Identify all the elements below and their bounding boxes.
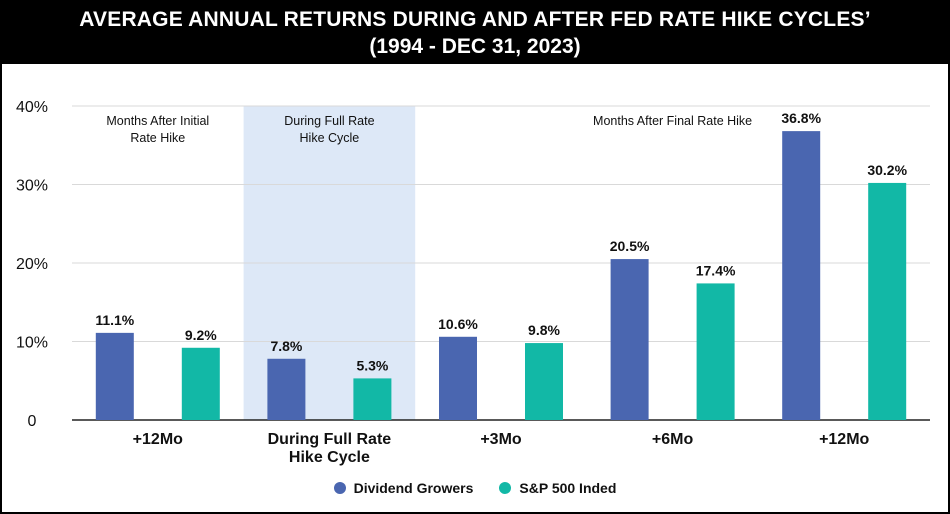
value-label-sp500-4: 30.2%	[867, 162, 907, 178]
value-label-dividend-growers-4: 36.8%	[781, 110, 821, 126]
y-tick-label-1: 10%	[16, 335, 48, 352]
y-tick-label-4: 40%	[16, 99, 48, 116]
category-label-4: +12Mo	[819, 431, 869, 448]
legend-label-dividend-growers: Dividend Growers	[353, 480, 474, 496]
legend-swatch-dividend-growers	[333, 482, 346, 494]
annotation-1-line1: During Full Rate	[284, 114, 374, 128]
annotation-2-line1: Months After Final Rate Hike	[593, 114, 752, 128]
value-label-sp500-0: 9.2%	[185, 327, 217, 343]
value-label-sp500-1: 5.3%	[356, 357, 388, 373]
category-label-1: During Full Rate	[268, 431, 392, 448]
bar-sp500-3	[696, 283, 735, 420]
legend-label-sp500: S&P 500 Inded	[519, 480, 617, 496]
chart-title: AVERAGE ANNUAL RETURNS DURING AND AFTER …	[79, 8, 871, 31]
value-label-dividend-growers-0: 11.1%	[95, 312, 134, 328]
legend: Dividend Growers S&P 500 Inded	[2, 480, 948, 496]
value-label-dividend-growers-1: 7.8%	[270, 338, 302, 354]
category-label-0: +12Mo	[133, 431, 183, 448]
y-tick-label-2: 20%	[16, 256, 48, 273]
annotation-1-line2: Hike Cycle	[300, 131, 360, 145]
legend-item-dividend-growers: Dividend Growers	[333, 480, 474, 496]
annotation-0-line2: Rate Hike	[130, 131, 185, 145]
category-label-2: +3Mo	[480, 431, 522, 448]
legend-item-sp500: S&P 500 Inded	[499, 480, 616, 496]
bar-dividend-growers-4	[782, 131, 821, 420]
chart-header: AVERAGE ANNUAL RETURNS DURING AND AFTER …	[2, 2, 948, 64]
legend-swatch-sp500	[499, 482, 512, 494]
value-label-sp500-2: 9.8%	[528, 322, 560, 338]
value-label-dividend-growers-2: 10.6%	[438, 316, 478, 332]
bar-dividend-growers-1	[267, 358, 306, 420]
bar-sp500-1	[353, 378, 392, 420]
bar-dividend-growers-3	[610, 259, 649, 420]
value-label-dividend-growers-3: 20.5%	[610, 238, 650, 254]
bar-sp500-4	[868, 182, 907, 420]
category-label-3: +6Mo	[652, 431, 694, 448]
y-tick-label-3: 30%	[16, 178, 48, 195]
bar-dividend-growers-0	[95, 332, 134, 420]
bar-sp500-0	[181, 347, 220, 420]
bar-sp500-2	[525, 343, 563, 420]
y-tick-label-0: 0	[28, 413, 37, 430]
annotation-0-line1: Months After Initial	[106, 114, 209, 128]
chart-subtitle: (1994 - DEC 31, 2023)	[369, 35, 581, 58]
value-label-sp500-3: 17.4%	[696, 262, 736, 278]
bar-dividend-growers-2	[439, 336, 477, 420]
category-label-1-line2: Hike Cycle	[289, 449, 370, 466]
